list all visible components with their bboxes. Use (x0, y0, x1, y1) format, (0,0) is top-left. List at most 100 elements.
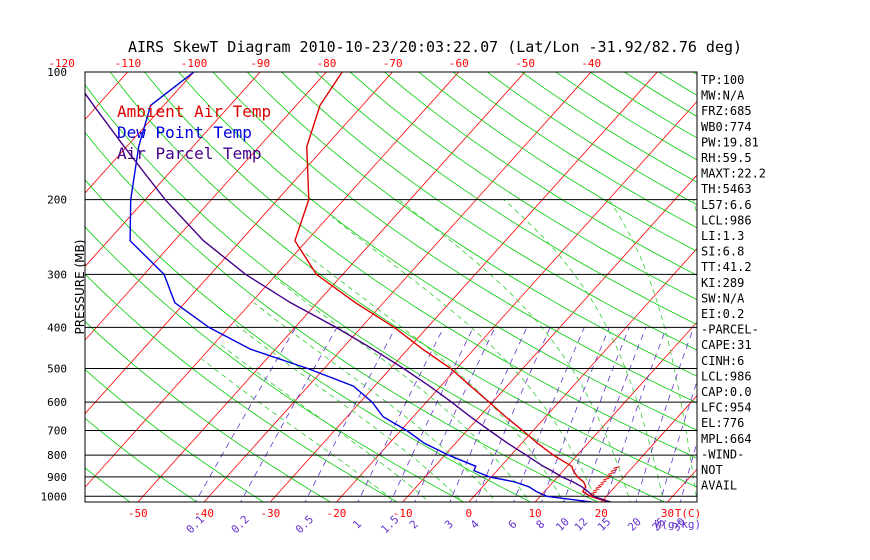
stat-item: MW:N/A (701, 89, 745, 103)
dry-adiabat (109, 72, 697, 488)
stat-item: CINH:6 (701, 354, 744, 368)
top-temp-tick-label: -70 (383, 57, 403, 70)
isotherm-line (402, 174, 697, 502)
stat-item: CAP:0.0 (701, 385, 752, 399)
bottom-temp-tick-label: 0 (466, 507, 473, 520)
surface-tick-mark (602, 477, 610, 481)
stat-item: NOT (701, 463, 723, 477)
mixing-ratio-tick-label: 20 (625, 515, 644, 534)
dry-adiabat (383, 72, 697, 276)
dry-adiabat (658, 72, 697, 96)
stat-item: TT:41.2 (701, 260, 752, 274)
dry-adiabat (418, 72, 697, 252)
surface-tick-mark (605, 474, 612, 478)
stat-item: WB0:774 (701, 120, 752, 134)
mixing-ratio-unit: W(g/kg) (655, 518, 701, 531)
bottom-temp-tick-label: -40 (194, 507, 214, 520)
top-temp-tick-label: -120 (48, 57, 75, 70)
dry-adiabat (85, 273, 399, 502)
chart-title: AIRS SkewT Diagram 2010-10-23/20:03:22.0… (128, 38, 742, 56)
moist-adiabat (332, 216, 598, 502)
background-grid (85, 72, 764, 506)
dry-adiabat (85, 417, 198, 502)
stat-item: SW:N/A (701, 291, 745, 305)
moist-adiabat (253, 302, 497, 502)
temperature-profile-line (294, 72, 611, 502)
bottom-temp-tick-label: 30 (661, 507, 674, 520)
stat-item: MPL:664 (701, 432, 752, 446)
isotherm-line (269, 72, 658, 502)
bottom-temp-unit: T(C) (675, 507, 702, 520)
stat-item: TP:100 (701, 73, 744, 87)
moist-adiabat (758, 200, 764, 506)
pressure-tick-label: 600 (47, 396, 67, 409)
isotherm-line (85, 72, 195, 194)
mixing-ratio-line (513, 327, 585, 502)
top-temp-tick-label: -40 (581, 57, 601, 70)
moist-adiabat (608, 199, 697, 502)
isotherm-line (85, 72, 393, 415)
dry-adiabat (246, 72, 697, 377)
dewpoint-profile-line (129, 72, 597, 502)
top-temp-tick-label: -100 (181, 57, 208, 70)
mixing-ratio-line (195, 327, 297, 502)
top-temp-tick-label: -80 (317, 57, 337, 70)
mixing-ratio-line (390, 327, 474, 502)
isotherm-line (203, 72, 592, 502)
isotherm-line (85, 72, 261, 268)
mixing-ratio-tick-label: 2 (407, 518, 421, 532)
isotherm-line (335, 100, 697, 502)
pressure-tick-label: 200 (47, 194, 67, 207)
legend: Ambient Air Temp Dew Point Temp Air Parc… (117, 102, 271, 163)
mixing-ratio-tick-label: 10 (553, 515, 572, 534)
dry-adiabat (281, 72, 697, 351)
dry-adiabat (178, 72, 697, 431)
top-temp-tick-label: -90 (250, 57, 270, 70)
mixing-ratio-tick-label: 12 (572, 515, 591, 534)
bottom-temp-tick-label: -20 (327, 507, 347, 520)
isotherm-line (85, 72, 129, 121)
surface-tick-mark (613, 466, 620, 469)
moist-adiabat (201, 358, 397, 502)
pressure-tick-label: 900 (47, 471, 67, 484)
moist-adiabat (302, 251, 564, 502)
mixing-ratio-tick-label: 0.5 (293, 513, 316, 536)
stat-item: LFC:954 (701, 401, 752, 415)
stat-item: EI:0.2 (701, 307, 744, 321)
stat-item: LI:1.3 (701, 229, 744, 243)
bottom-temp-tick-label: -30 (260, 507, 280, 520)
pressure-tick-label: 700 (47, 425, 67, 438)
mixing-ratio-line (304, 327, 397, 502)
stat-item: L57:6.6 (701, 198, 752, 212)
dry-adiabat (85, 369, 265, 502)
stat-item: SI:6.8 (701, 245, 744, 259)
mixing-ratio-tick-label: 1 (350, 518, 364, 532)
stat-item: EL:776 (701, 416, 744, 430)
mixing-ratio-tick-label: 6 (506, 518, 520, 532)
moist-adiabat (218, 342, 430, 502)
isotherm-line (85, 72, 327, 341)
mixing-ratio-line (449, 327, 528, 502)
stat-item: MAXT:22.2 (701, 167, 766, 181)
mixing-ratio-line (541, 327, 610, 502)
pressure-tick-label: 800 (47, 449, 67, 462)
stat-item: RH:59.5 (701, 151, 752, 165)
legend-ambient: Ambient Air Temp (117, 102, 271, 121)
dry-adiabat (85, 320, 332, 502)
mixing-ratio-line (240, 327, 338, 502)
surface-tick-mark (590, 491, 598, 495)
pressure-tick-label: 1000 (41, 490, 68, 503)
mixing-ratio-tick-label: 0.2 (229, 513, 252, 536)
surface-tick-mark (610, 468, 618, 472)
mixing-ratio-line (357, 327, 445, 502)
stat-item: KI:289 (701, 276, 744, 290)
legend-dewpoint: Dew Point Temp (117, 123, 252, 142)
stat-item: PW:19.81 (701, 135, 759, 149)
mixing-ratio-line (563, 327, 630, 502)
isotherm-line (85, 72, 460, 488)
moist-adiabat (398, 199, 631, 502)
top-temp-tick-label: -110 (115, 57, 142, 70)
isotherm-line (137, 72, 526, 502)
pressure-tick-label: 500 (47, 363, 67, 376)
